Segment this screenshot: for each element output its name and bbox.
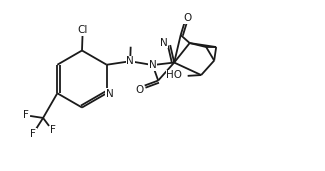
Text: N: N (149, 60, 157, 70)
Text: F: F (50, 125, 56, 135)
Text: N: N (106, 89, 114, 99)
Text: F: F (30, 129, 36, 139)
Text: O: O (136, 84, 144, 95)
Text: N: N (160, 38, 168, 48)
Text: O: O (183, 13, 191, 23)
Text: N: N (126, 56, 134, 66)
Text: Cl: Cl (78, 25, 88, 35)
Text: F: F (23, 110, 29, 120)
Text: HO: HO (166, 70, 182, 80)
